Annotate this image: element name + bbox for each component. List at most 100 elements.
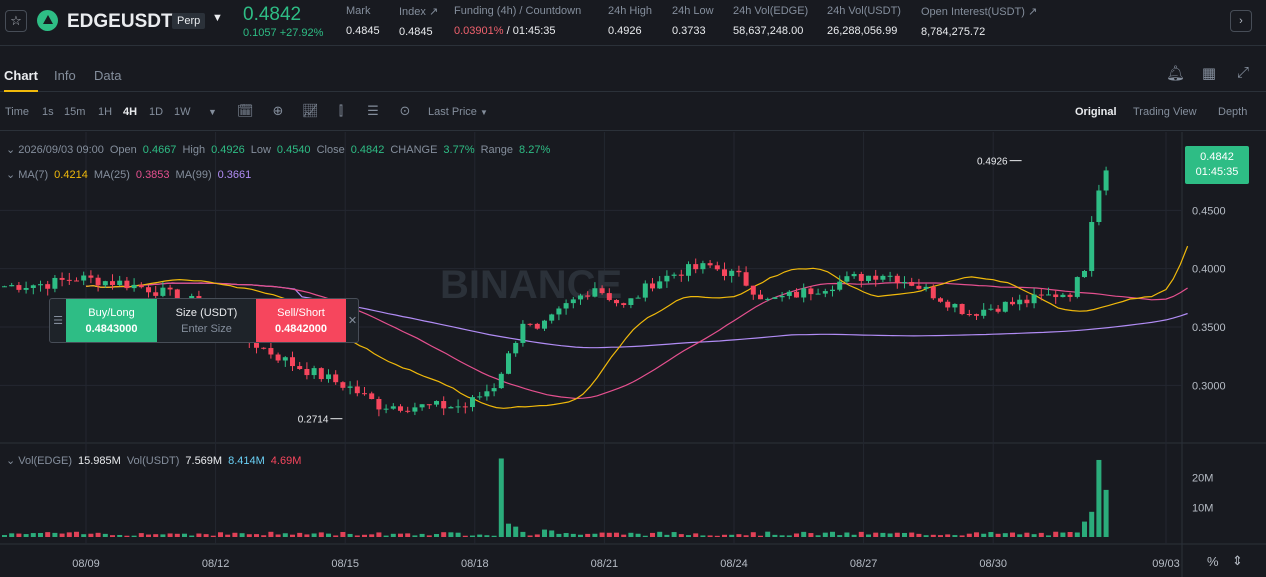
candle-body bbox=[686, 264, 691, 276]
percent-scale-toggle[interactable]: % bbox=[1207, 554, 1219, 569]
fullscreen-expand-icon[interactable]: ⤢ bbox=[1236, 64, 1249, 81]
volume-bar bbox=[1067, 532, 1073, 537]
interval-1h[interactable]: 1H bbox=[98, 106, 113, 118]
candle-body bbox=[981, 309, 987, 316]
volume-bar bbox=[1017, 534, 1023, 537]
tab-chart[interactable]: Chart bbox=[4, 68, 38, 83]
price-type-select[interactable]: Last Price ▼ bbox=[428, 106, 488, 118]
volume-bar bbox=[988, 532, 994, 537]
interval-4h[interactable]: 4H bbox=[123, 106, 138, 118]
candle-body bbox=[534, 323, 540, 329]
volume-bar bbox=[822, 532, 828, 537]
volume-bar bbox=[966, 533, 972, 537]
volume-bar bbox=[477, 534, 483, 537]
volume-bar bbox=[938, 535, 943, 537]
volume-bar bbox=[1024, 532, 1030, 537]
tab-info[interactable]: Info bbox=[54, 68, 76, 83]
candle-body bbox=[830, 289, 835, 292]
interval-15m[interactable]: 15m bbox=[64, 106, 86, 118]
price-chart[interactable]: BINANCE 0.4500 0.4000 0.3500 0.3000 20M 10M 08… bbox=[0, 132, 1266, 577]
price-type-label: Last Price bbox=[428, 106, 477, 118]
volume-bar bbox=[354, 535, 360, 537]
ohlc-collapse-chevron-icon[interactable]: ⌄ bbox=[6, 144, 16, 156]
quick-order-widget: ☰ Buy/Long 0.4843000 Size (USDT) Enter S… bbox=[49, 298, 359, 343]
volume-bar bbox=[362, 534, 367, 537]
candle-body bbox=[390, 406, 396, 409]
size-input-placeholder[interactable]: Enter Size bbox=[181, 323, 232, 335]
high-marker-label: 0.4926 bbox=[977, 157, 1008, 168]
alert-bell-icon[interactable]: 🔔︎ bbox=[1166, 65, 1186, 82]
candle-body bbox=[405, 410, 411, 412]
layout-grid-icon[interactable]: ▦ bbox=[1201, 65, 1217, 82]
candle-body bbox=[527, 323, 533, 325]
size-field[interactable]: Size (USDT) Enter Size bbox=[157, 299, 256, 342]
close-icon[interactable]: ✕ bbox=[347, 315, 358, 327]
view-original[interactable]: Original bbox=[1075, 106, 1117, 118]
sell-short-price: 0.4842000 bbox=[275, 323, 327, 335]
volume-bar bbox=[138, 533, 144, 537]
auto-scale-icon[interactable]: ⇕ bbox=[1232, 553, 1243, 568]
volume-bar bbox=[959, 535, 965, 537]
price-tick-label: 0.3000 bbox=[1192, 380, 1226, 392]
candle-body bbox=[1038, 294, 1044, 296]
interval-1s[interactable]: 1s bbox=[42, 106, 54, 118]
stat-open-interest[interactable]: Open Interest(USDT) ↗ 8,784,275.72 bbox=[921, 5, 1037, 38]
volume-bar bbox=[606, 532, 612, 537]
interval-1d[interactable]: 1D bbox=[149, 106, 164, 118]
interval-dropdown-chevron-down-icon[interactable]: ▼ bbox=[208, 107, 217, 117]
drag-handle-icon[interactable]: ☰ bbox=[53, 315, 63, 327]
sell-short-label: Sell/Short bbox=[277, 307, 325, 319]
candle-body bbox=[606, 293, 612, 300]
view-depth[interactable]: Depth bbox=[1218, 106, 1248, 118]
stat-open-interest-label[interactable]: Open Interest(USDT) ↗ bbox=[921, 6, 1038, 18]
buy-long-price: 0.4843000 bbox=[85, 323, 138, 335]
drawing-tools-icon[interactable]: ⊙ bbox=[399, 103, 411, 118]
volume-bar bbox=[909, 532, 915, 537]
candle-body bbox=[750, 285, 756, 295]
price-tick-label: 0.4500 bbox=[1192, 205, 1226, 217]
candle-body bbox=[1017, 299, 1023, 305]
candlestick-type-icon[interactable]: ⫿ bbox=[338, 103, 344, 118]
candle-body bbox=[758, 294, 763, 300]
candle-body bbox=[462, 406, 468, 408]
volume-bar bbox=[592, 533, 598, 537]
candle-body bbox=[117, 280, 123, 285]
symbol-name[interactable]: EDGEUSDT bbox=[67, 11, 173, 32]
chart-grid bbox=[0, 132, 1266, 577]
volume-bar bbox=[844, 532, 850, 537]
candle-body bbox=[498, 373, 504, 389]
candle-body bbox=[966, 314, 972, 316]
candle-body bbox=[621, 303, 627, 305]
volume-bar bbox=[815, 535, 821, 537]
candle-body bbox=[635, 297, 641, 299]
tab-data[interactable]: Data bbox=[94, 68, 122, 83]
interval-time[interactable]: Time bbox=[5, 106, 30, 118]
volume-bar bbox=[275, 534, 281, 537]
symbol-dropdown-chevron-down-icon[interactable]: ▼ bbox=[212, 12, 223, 24]
view-trading-view[interactable]: Trading View bbox=[1133, 106, 1197, 118]
candle-body bbox=[74, 280, 79, 282]
interval-1w[interactable]: 1W bbox=[174, 106, 191, 118]
sell-short-button[interactable]: Sell/Short 0.4842000 bbox=[256, 299, 346, 342]
candle-body bbox=[38, 284, 43, 286]
ma-collapse-chevron-icon[interactable]: ⌄ bbox=[6, 169, 16, 181]
line-chart-icon[interactable]: 📈︎ bbox=[302, 103, 319, 118]
stat-open-interest-value: 8,784,275.72 bbox=[921, 26, 986, 38]
candle-body bbox=[700, 263, 706, 270]
candle-body bbox=[837, 281, 843, 290]
volume-collapse-chevron-icon[interactable]: ⌄ bbox=[6, 455, 16, 467]
stat-index-label[interactable]: Index ↗ bbox=[399, 6, 439, 18]
chart-settings-icon[interactable]: ☰ bbox=[367, 103, 379, 118]
stat-index[interactable]: Index ↗ 0.4845 bbox=[399, 5, 438, 38]
buy-long-button[interactable]: Buy/Long 0.4843000 bbox=[66, 299, 157, 342]
volume-bar bbox=[952, 535, 958, 537]
add-indicator-icon[interactable]: ⊕ bbox=[272, 103, 284, 118]
volume-bar bbox=[196, 533, 202, 537]
volume-bar bbox=[578, 534, 583, 537]
stat-24h-vol-usdt-value: 26,288,056.99 bbox=[827, 25, 898, 37]
volume-bar bbox=[16, 533, 22, 537]
volume-bar bbox=[880, 532, 886, 537]
favorite-star-icon[interactable]: ☆ bbox=[5, 10, 27, 32]
scroll-right-chevron-icon[interactable]: › bbox=[1230, 10, 1252, 32]
calendar-icon[interactable]: 🗓︎ bbox=[237, 103, 254, 118]
